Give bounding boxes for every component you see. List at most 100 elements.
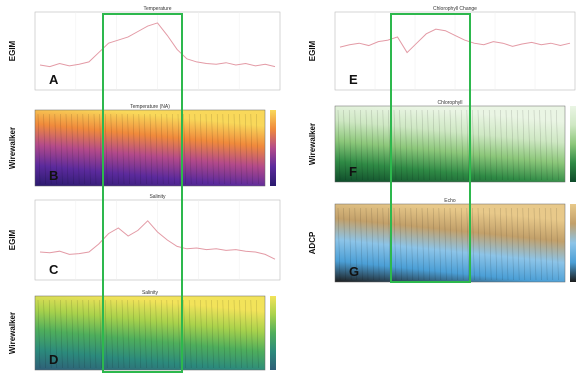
profile-streak bbox=[138, 113, 142, 185]
profile-streak bbox=[160, 299, 164, 369]
profile-streak bbox=[166, 113, 170, 185]
profile-streak bbox=[188, 113, 192, 185]
profile-streak bbox=[200, 113, 203, 185]
profile-streak bbox=[382, 109, 386, 181]
profile-streak bbox=[365, 207, 369, 281]
panel-title: Echo bbox=[444, 198, 456, 204]
profile-streak bbox=[421, 109, 425, 181]
profile-streak bbox=[200, 299, 203, 369]
heatmap bbox=[34, 295, 266, 371]
profile-streak bbox=[250, 299, 254, 369]
profile-streak bbox=[460, 109, 464, 181]
profile-streak bbox=[556, 207, 559, 281]
profile-streak bbox=[528, 109, 531, 181]
profile-streak bbox=[354, 109, 358, 181]
profile-streak bbox=[211, 113, 214, 185]
profile-streak bbox=[337, 207, 341, 281]
profile-streak bbox=[533, 207, 537, 281]
panel-letter: F bbox=[349, 164, 357, 179]
profile-streak bbox=[337, 109, 341, 181]
profile-streak bbox=[116, 113, 119, 185]
panel-letter: D bbox=[49, 352, 58, 367]
profile-streak bbox=[360, 109, 363, 181]
profile-streak bbox=[183, 299, 186, 369]
profile-streak bbox=[455, 207, 458, 281]
heatmap bbox=[34, 109, 266, 187]
profile-streak bbox=[99, 299, 102, 369]
panel-title: Salinity bbox=[149, 194, 166, 200]
profile-streak bbox=[99, 113, 102, 185]
profile-streak bbox=[410, 207, 414, 281]
profile-streak bbox=[393, 109, 397, 181]
profile-streak bbox=[438, 109, 442, 181]
profile-streak bbox=[500, 207, 503, 281]
profile-streak bbox=[233, 113, 237, 185]
profile-streak bbox=[444, 207, 447, 281]
profile-streak bbox=[472, 109, 475, 181]
data-line bbox=[39, 22, 276, 68]
profile-streak bbox=[256, 299, 259, 369]
profile-streak bbox=[432, 207, 436, 281]
profile-streak bbox=[528, 207, 531, 281]
profile-streak bbox=[343, 207, 346, 281]
profile-streak bbox=[371, 109, 374, 181]
profile-streak bbox=[404, 109, 408, 181]
profile-streak bbox=[522, 207, 526, 281]
profile-streak bbox=[155, 299, 158, 369]
profile-streak bbox=[244, 113, 248, 185]
profile-streak bbox=[82, 299, 86, 369]
profile-streak bbox=[60, 299, 63, 369]
profile-streak bbox=[365, 109, 369, 181]
colorbar bbox=[270, 110, 276, 186]
profile-streak bbox=[483, 207, 486, 281]
profile-streak bbox=[110, 113, 114, 185]
highlight-box bbox=[102, 13, 183, 373]
profile-streak bbox=[172, 299, 175, 369]
side-label: Wirewalker bbox=[8, 127, 17, 169]
profile-streak bbox=[516, 109, 520, 181]
side-label: EGIM bbox=[8, 40, 17, 61]
profile-streak bbox=[250, 113, 254, 185]
profile-streak bbox=[110, 299, 114, 369]
profile-streak bbox=[477, 109, 481, 181]
profile-streak bbox=[539, 109, 542, 181]
profile-streak bbox=[48, 299, 52, 369]
panel-letter: E bbox=[349, 72, 358, 87]
profile-streak bbox=[144, 113, 147, 185]
profile-streak bbox=[60, 113, 63, 185]
profile-streak bbox=[399, 207, 402, 281]
profile-streak bbox=[488, 207, 492, 281]
profile-streak bbox=[177, 113, 181, 185]
profile-streak bbox=[416, 207, 419, 281]
profile-streak bbox=[522, 109, 526, 181]
panel-letter: B bbox=[49, 168, 58, 183]
profile-streak bbox=[222, 299, 226, 369]
side-label: ADCP bbox=[308, 231, 317, 254]
profile-streak bbox=[494, 207, 498, 281]
colorbar bbox=[570, 106, 576, 182]
profile-streak bbox=[556, 109, 559, 181]
profile-streak bbox=[544, 207, 548, 281]
side-label: EGIM bbox=[308, 40, 317, 61]
profile-streak bbox=[104, 299, 108, 369]
profile-streak bbox=[88, 299, 91, 369]
profile-streak bbox=[449, 109, 453, 181]
profile-streak bbox=[205, 113, 209, 185]
profile-streak bbox=[472, 207, 475, 281]
profile-streak bbox=[455, 109, 458, 181]
panel-title: Temperature bbox=[143, 6, 171, 12]
profile-streak bbox=[54, 113, 58, 185]
profile-streak bbox=[76, 113, 80, 185]
profile-streak bbox=[222, 113, 226, 185]
profile-streak bbox=[427, 207, 430, 281]
profile-streak bbox=[37, 113, 41, 185]
profile-streak bbox=[82, 113, 86, 185]
profile-streak bbox=[65, 299, 69, 369]
profile-streak bbox=[172, 113, 175, 185]
profile-streak bbox=[65, 113, 69, 185]
profile-streak bbox=[183, 113, 186, 185]
profile-streak bbox=[205, 299, 209, 369]
profile-streak bbox=[449, 207, 453, 281]
profile-streak bbox=[239, 113, 242, 185]
